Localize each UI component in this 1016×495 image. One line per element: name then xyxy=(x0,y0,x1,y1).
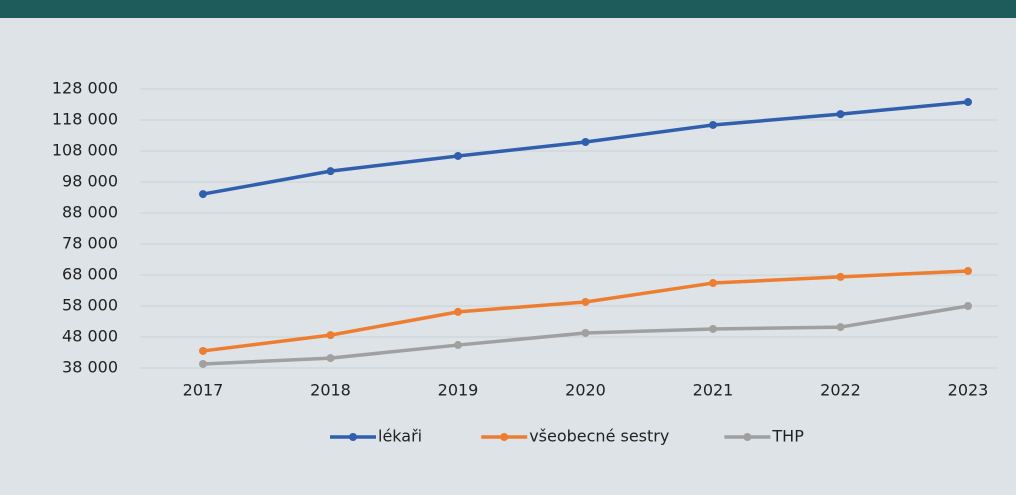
x-tick-label: 2020 xyxy=(565,381,606,400)
legend-label: lékaři xyxy=(378,427,422,446)
point xyxy=(964,302,972,310)
y-tick-label: 118 000 xyxy=(52,110,118,129)
y-tick-label: 58 000 xyxy=(62,296,118,315)
point xyxy=(709,324,717,333)
point xyxy=(454,307,462,316)
x-tick-label: 2021 xyxy=(693,381,734,400)
point xyxy=(454,341,462,350)
y-tick-label: 48 000 xyxy=(62,327,118,346)
point xyxy=(836,323,845,332)
legend-marker xyxy=(500,433,509,441)
point xyxy=(454,151,462,160)
x-tick-label: 2023 xyxy=(948,381,989,400)
y-tick-label: 128 000 xyxy=(52,79,118,98)
point xyxy=(199,190,207,199)
x-tick-label: 2017 xyxy=(183,381,224,400)
point xyxy=(964,98,972,107)
y-tick-label: 88 000 xyxy=(62,203,118,222)
x-tick-label: 2019 xyxy=(438,381,479,400)
y-tick-label: 98 000 xyxy=(62,172,118,191)
x-tick-label: 2018 xyxy=(310,381,351,400)
point xyxy=(326,354,335,363)
point xyxy=(326,167,335,176)
point xyxy=(709,279,717,288)
legend-marker xyxy=(743,433,752,441)
point xyxy=(709,120,717,129)
y-tick-label: 78 000 xyxy=(62,234,118,253)
legend-label: THP xyxy=(771,427,804,446)
y-tick-label: 68 000 xyxy=(62,265,118,284)
legend-marker xyxy=(349,433,357,441)
point xyxy=(964,266,972,275)
point xyxy=(581,138,590,147)
point xyxy=(836,110,845,119)
y-tick-label: 38 000 xyxy=(62,358,118,377)
point xyxy=(836,272,845,281)
point xyxy=(199,359,207,368)
y-tick-label: 108 000 xyxy=(52,141,118,160)
point xyxy=(199,346,207,355)
top-bar xyxy=(0,0,1016,18)
point xyxy=(581,328,590,337)
legend-label: všeobecné sestry xyxy=(529,427,669,446)
point xyxy=(581,297,590,306)
x-tick-label: 2022 xyxy=(820,381,861,400)
point xyxy=(326,331,335,340)
